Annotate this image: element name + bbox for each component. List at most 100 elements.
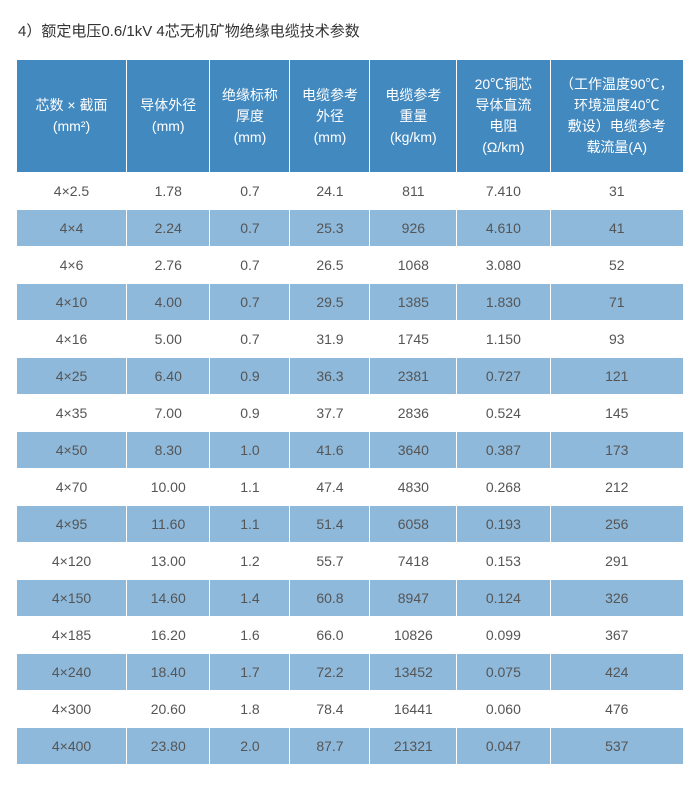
cell: 424: [550, 654, 683, 691]
cell: 1.6: [210, 617, 290, 654]
cell: 0.075: [457, 654, 550, 691]
cell: 4×400: [17, 728, 127, 765]
cell: 66.0: [290, 617, 370, 654]
column-header-0: 芯数 × 截面(mm²): [17, 60, 127, 173]
cell: 0.268: [457, 469, 550, 506]
cell: 4×95: [17, 506, 127, 543]
cell: 1.7: [210, 654, 290, 691]
table-row: 4×7010.001.147.448300.268212: [17, 469, 684, 506]
cell: 26.5: [290, 247, 370, 284]
cell: 7418: [370, 543, 457, 580]
table-row: 4×42.240.725.39264.61041: [17, 210, 684, 247]
cell: 4×16: [17, 321, 127, 358]
cell: 31: [550, 173, 683, 210]
cell: 93: [550, 321, 683, 358]
page-title: 4）额定电压0.6/1kV 4芯无机矿物绝缘电缆技术参数: [18, 20, 684, 41]
cell: 10826: [370, 617, 457, 654]
cell: 256: [550, 506, 683, 543]
table-row: 4×24018.401.772.2134520.075424: [17, 654, 684, 691]
cell: 0.099: [457, 617, 550, 654]
cell: 291: [550, 543, 683, 580]
cell: 1745: [370, 321, 457, 358]
table-row: 4×165.000.731.917451.15093: [17, 321, 684, 358]
column-header-1: 导体外径(mm): [127, 60, 210, 173]
cell: 78.4: [290, 691, 370, 728]
cell: 4×150: [17, 580, 127, 617]
table-head: 芯数 × 截面(mm²)导体外径(mm)绝缘标称厚度(mm)电缆参考外径(mm)…: [17, 60, 684, 173]
cell: 4×70: [17, 469, 127, 506]
cell: 1.150: [457, 321, 550, 358]
cell: 2.0: [210, 728, 290, 765]
table-row: 4×2.51.780.724.18117.41031: [17, 173, 684, 210]
cell: 31.9: [290, 321, 370, 358]
cell: 1385: [370, 284, 457, 321]
cell: 16441: [370, 691, 457, 728]
cell: 1068: [370, 247, 457, 284]
cell: 121: [550, 358, 683, 395]
cell: 4×4: [17, 210, 127, 247]
cell: 41.6: [290, 432, 370, 469]
cell: 5.00: [127, 321, 210, 358]
cell: 0.047: [457, 728, 550, 765]
cell: 25.3: [290, 210, 370, 247]
table-row: 4×12013.001.255.774180.153291: [17, 543, 684, 580]
cell: 0.7: [210, 284, 290, 321]
cell: 212: [550, 469, 683, 506]
cell: 8.30: [127, 432, 210, 469]
cell: 36.3: [290, 358, 370, 395]
cell: 7.00: [127, 395, 210, 432]
cell: 4×6: [17, 247, 127, 284]
cell: 1.78: [127, 173, 210, 210]
cell: 0.9: [210, 358, 290, 395]
cell: 6058: [370, 506, 457, 543]
cell: 4×300: [17, 691, 127, 728]
cell: 145: [550, 395, 683, 432]
cell: 4×240: [17, 654, 127, 691]
cell: 4×35: [17, 395, 127, 432]
cell: 87.7: [290, 728, 370, 765]
cell: 72.2: [290, 654, 370, 691]
table-row: 4×30020.601.878.4164410.060476: [17, 691, 684, 728]
cell: 0.7: [210, 210, 290, 247]
cell: 1.1: [210, 506, 290, 543]
cell: 6.40: [127, 358, 210, 395]
cell: 926: [370, 210, 457, 247]
cell: 14.60: [127, 580, 210, 617]
cell: 4×50: [17, 432, 127, 469]
cell: 4.00: [127, 284, 210, 321]
cell: 1.1: [210, 469, 290, 506]
cell: 4×10: [17, 284, 127, 321]
cell: 0.7: [210, 247, 290, 284]
cell: 0.7: [210, 321, 290, 358]
cell: 20.60: [127, 691, 210, 728]
cell: 13452: [370, 654, 457, 691]
table-body: 4×2.51.780.724.18117.410314×42.240.725.3…: [17, 173, 684, 765]
cell: 4830: [370, 469, 457, 506]
cell: 811: [370, 173, 457, 210]
cell: 3640: [370, 432, 457, 469]
cell: 0.193: [457, 506, 550, 543]
cell: 60.8: [290, 580, 370, 617]
cell: 4×2.5: [17, 173, 127, 210]
table-row: 4×256.400.936.323810.727121: [17, 358, 684, 395]
cell: 367: [550, 617, 683, 654]
table-row: 4×9511.601.151.460580.193256: [17, 506, 684, 543]
cell: 2.76: [127, 247, 210, 284]
cell: 0.524: [457, 395, 550, 432]
cell: 1.2: [210, 543, 290, 580]
table-row: 4×40023.802.087.7213210.047537: [17, 728, 684, 765]
cell: 4×185: [17, 617, 127, 654]
cell: 21321: [370, 728, 457, 765]
cell: 3.080: [457, 247, 550, 284]
cell: 47.4: [290, 469, 370, 506]
cell: 24.1: [290, 173, 370, 210]
table-row: 4×357.000.937.728360.524145: [17, 395, 684, 432]
cell: 2381: [370, 358, 457, 395]
cable-spec-table: 芯数 × 截面(mm²)导体外径(mm)绝缘标称厚度(mm)电缆参考外径(mm)…: [16, 59, 684, 765]
cell: 37.7: [290, 395, 370, 432]
cell: 51.4: [290, 506, 370, 543]
cell: 8947: [370, 580, 457, 617]
cell: 10.00: [127, 469, 210, 506]
cell: 16.20: [127, 617, 210, 654]
column-header-6: （工作温度90℃，环境温度40℃敷设）电缆参考载流量(A): [550, 60, 683, 173]
